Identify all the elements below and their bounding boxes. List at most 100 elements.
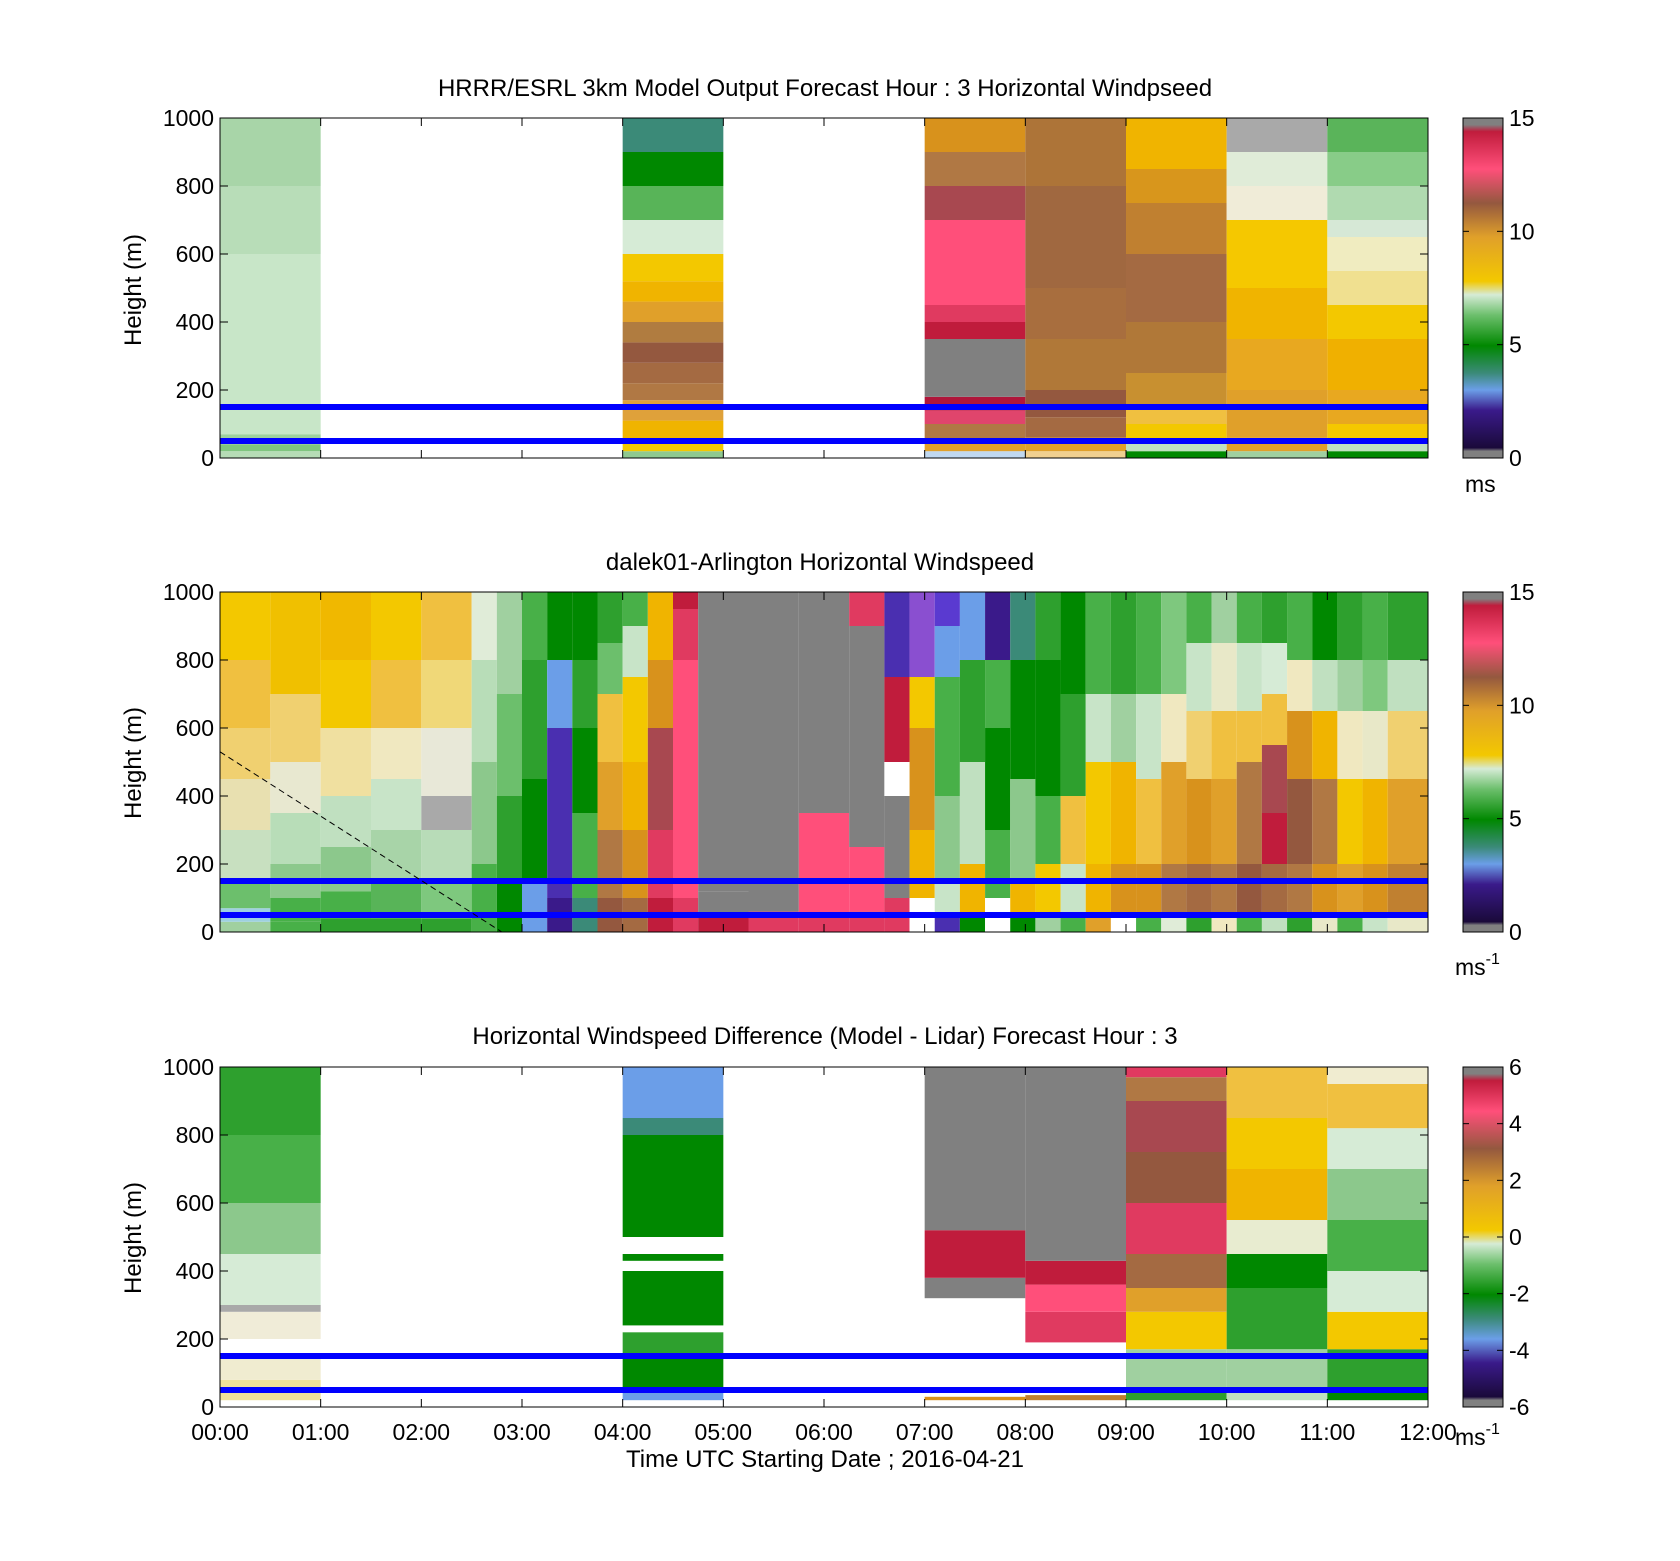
heatmap-cell xyxy=(622,626,648,677)
heatmap-cell xyxy=(1126,441,1227,452)
heatmap-cell xyxy=(1337,711,1363,779)
panel-difference-plot: 0 200 400 600 800 1000 xyxy=(163,1054,1429,1420)
heatmap-cell xyxy=(622,762,648,830)
heatmap-cell xyxy=(1126,118,1227,169)
heatmap-cell xyxy=(934,915,960,932)
heatmap-cell xyxy=(1327,339,1428,390)
y-tick-label: 600 xyxy=(176,715,214,741)
heatmap-cell xyxy=(1362,592,1388,660)
heatmap-cell xyxy=(924,1230,1026,1278)
heatmap-cell xyxy=(1226,451,1328,458)
heatmap-cell xyxy=(1236,915,1262,932)
heatmap-cell xyxy=(1136,694,1162,779)
heatmap-cell xyxy=(909,677,935,728)
heatmap-cell xyxy=(622,362,724,384)
heatmap-cell xyxy=(496,881,522,932)
heatmap-cell xyxy=(1035,592,1061,660)
heatmap-cell xyxy=(1060,694,1086,796)
heatmap-cell xyxy=(371,728,422,779)
panel-difference-unit-exp: -1 xyxy=(1486,1421,1500,1438)
y-tick-label: 400 xyxy=(176,1258,214,1284)
heatmap-cell xyxy=(985,830,1011,898)
panel-model-colorbar: 0 5 10 15 xyxy=(1462,105,1535,471)
colorbar-tick-label: -4 xyxy=(1509,1337,1530,1363)
heatmap-cell xyxy=(1287,711,1313,779)
heatmap-cell xyxy=(934,796,960,881)
heatmap-cell xyxy=(1327,118,1428,152)
x-tick-label: 10:00 xyxy=(1198,1419,1256,1445)
heatmap-cell xyxy=(1126,1203,1227,1254)
heatmap-cell xyxy=(1161,694,1187,762)
heatmap-cell xyxy=(1126,451,1227,458)
heatmap-cell xyxy=(884,677,910,762)
heatmap-cell xyxy=(1236,592,1262,643)
heatmap-cell xyxy=(1136,915,1162,932)
heatmap-cell xyxy=(1085,762,1111,864)
heatmap-cell xyxy=(1327,186,1428,220)
heatmap-cell xyxy=(220,390,321,435)
heatmap-cell xyxy=(924,152,1026,186)
heatmap-cell xyxy=(985,660,1011,728)
colorbar-tick-label: 0 xyxy=(1509,919,1522,945)
y-tick-label: 400 xyxy=(176,783,214,809)
heatmap-cell xyxy=(220,118,321,186)
colorbar-tick-label: 5 xyxy=(1509,806,1522,832)
heatmap-cell xyxy=(371,660,422,728)
heatmap-cell xyxy=(320,728,371,796)
panel-lidar-title: dalek01-Arlington Horizontal Windspeed xyxy=(606,549,1034,576)
y-tick-label: 200 xyxy=(176,851,214,877)
heatmap-cell xyxy=(1085,694,1111,762)
y-tick-label: 1000 xyxy=(163,579,214,605)
heatmap-cell xyxy=(522,881,548,932)
heatmap-cell xyxy=(421,796,472,830)
heatmap-cell xyxy=(622,830,648,898)
heatmap-cell xyxy=(1337,660,1363,711)
heatmap-cell xyxy=(220,728,271,779)
heatmap-cell xyxy=(547,660,573,728)
heatmap-cell xyxy=(1161,915,1187,932)
heatmap-cell xyxy=(934,592,960,626)
heatmap-cell xyxy=(934,677,960,796)
heatmap-cell xyxy=(1186,643,1212,711)
colorbar-tick-label: 15 xyxy=(1509,579,1535,605)
y-tick-label: 800 xyxy=(176,647,214,673)
heatmap-cell xyxy=(647,830,673,898)
heatmap-cell xyxy=(1327,305,1428,339)
colorbar-tick-label: 15 xyxy=(1509,105,1535,131)
heatmap-cell xyxy=(924,1277,1026,1299)
heatmap-cell xyxy=(421,728,472,796)
colorbar-tick-label: 4 xyxy=(1509,1111,1522,1137)
heatmap-cell xyxy=(1060,592,1086,694)
heatmap-cell xyxy=(849,626,885,847)
colorbar-tick-label: 6 xyxy=(1509,1054,1522,1080)
heatmap-cell xyxy=(1226,1288,1328,1350)
heatmap-cell xyxy=(547,728,573,898)
heatmap-cell xyxy=(1327,1067,1428,1084)
heatmap-cell xyxy=(1025,451,1126,458)
heatmap-cell xyxy=(1025,339,1126,390)
panel-lidar-colorbar-unit: ms-1 xyxy=(1455,951,1500,980)
heatmap-cell xyxy=(924,1067,1026,1231)
heatmap-cell xyxy=(1312,779,1338,864)
heatmap-cell xyxy=(1226,220,1328,288)
panel-difference-colorbar: -6 -4 -2 0 2 4 6 xyxy=(1462,1054,1530,1420)
y-tick-label: 1000 xyxy=(163,105,214,131)
heatmap-cell xyxy=(622,592,648,626)
panel-difference: Horizontal Windspeed Difference (Model -… xyxy=(120,1023,1530,1473)
heatmap-cell xyxy=(220,1067,321,1135)
heatmap-cell xyxy=(1261,643,1288,694)
heatmap-cell xyxy=(572,592,598,660)
heatmap-cell xyxy=(622,1260,724,1271)
heatmap-cell xyxy=(1287,864,1313,915)
panel-model-plot: 0 200 400 600 800 1000 xyxy=(163,105,1429,471)
heatmap-cell xyxy=(320,847,371,892)
heatmap-cell xyxy=(924,441,1026,452)
heatmap-cell xyxy=(1126,1288,1227,1312)
y-tick-label: 200 xyxy=(176,377,214,403)
heatmap-cell xyxy=(622,383,724,401)
x-axis-tick-labels: 00:00 01:00 02:00 03:00 04:00 05:00 06:00 07:00… xyxy=(191,1419,1457,1445)
heatmap-cell xyxy=(1110,592,1137,694)
heatmap-cell xyxy=(1060,796,1086,864)
y-tick-label: 0 xyxy=(201,445,214,471)
heatmap-cell xyxy=(496,592,522,694)
